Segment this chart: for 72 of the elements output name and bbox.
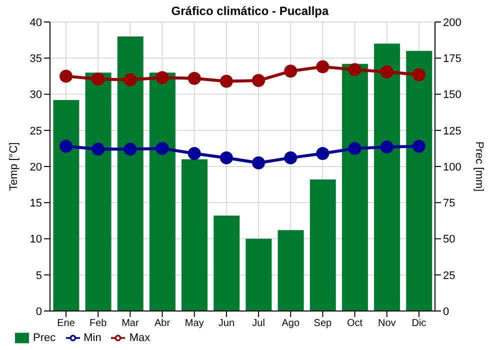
y2-tick-label: 175 [443,53,462,66]
point [380,65,394,78]
x-tick-label: Oct [347,318,363,330]
point [92,72,105,86]
legend-label: Prec [33,332,56,344]
y-tick-label: 10 [30,234,42,246]
x-tick-label: Abr [154,318,171,330]
x-tick-label: May [184,318,204,330]
y-tick-label: 25 [30,125,42,138]
x-tick-label: Feb [90,318,108,330]
y2-tick-label: 0 [443,306,450,318]
bar [182,159,208,311]
bar [85,72,112,311]
y2-tick-label: 100 [443,161,462,174]
point [124,73,137,86]
x-tick-label: Ago [282,318,300,330]
point [316,146,330,160]
bar [149,72,176,311]
point [156,142,169,155]
point [316,60,330,74]
y2-tick-label: 50 [443,234,456,246]
bar [246,238,272,311]
point [220,151,233,164]
y-tick-label: 0 [36,306,42,318]
y2-tick-label: 25 [443,270,456,282]
point [412,140,426,153]
point [348,63,362,76]
chart-title: Gráfico climático - Pucallpa [170,4,330,18]
point [252,156,266,170]
point [412,68,426,82]
y-tick-label: 5 [36,270,42,282]
x-tick-label: Nov [378,318,396,330]
bar [342,64,368,311]
y-tick-label: 20 [30,161,42,174]
point [188,146,201,160]
bar [310,180,336,311]
x-tick-label: Sep [314,318,332,330]
point [380,140,394,154]
y2-tick-label: 125 [443,125,462,138]
y2-tick-label: 75 [443,198,456,210]
x-tick-label: Ene [57,318,76,330]
y2-axis-title: Prec [mm] [473,141,486,192]
x-tick-label: Mar [122,318,140,330]
y2-tick-label: 200 [443,16,462,29]
y-tick-label: 35 [30,53,42,66]
bar [374,44,400,311]
bar [214,216,240,311]
bar [53,100,80,311]
point [252,74,266,88]
point [220,74,233,88]
point [92,142,105,156]
y2-tick-label: 150 [443,89,462,102]
x-tick-label: Dic [412,318,426,330]
point [60,70,73,83]
point [188,72,201,85]
point [124,142,137,156]
legend-label: Min [84,332,102,344]
y-tick-label: 30 [30,89,42,102]
point [348,142,362,155]
y-axis-title: Temp [°C] [8,142,20,191]
y-tick-label: 15 [30,198,42,210]
point [60,140,73,153]
bar [117,36,144,311]
legend-label: Max [129,332,150,344]
x-tick-label: Jun [218,318,235,330]
point [284,151,298,164]
x-tick-label: Jul [252,318,265,330]
point [156,71,169,84]
point [284,64,298,78]
bar [406,50,432,311]
y-tick-label: 40 [30,16,42,29]
bar [278,230,304,311]
